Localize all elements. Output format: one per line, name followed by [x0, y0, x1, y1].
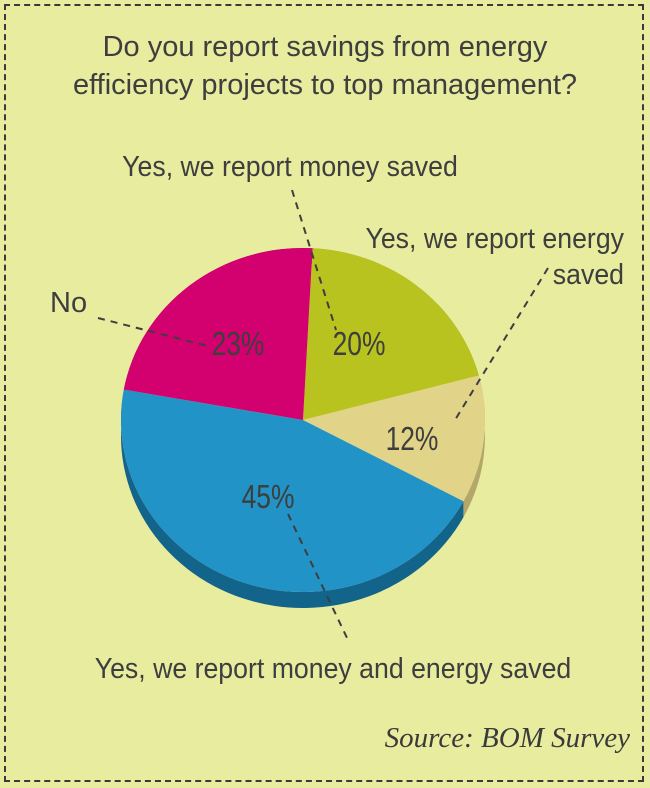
- pie-slice-money-saved: [303, 248, 479, 420]
- value-label-money-and-energy: 45%: [242, 479, 295, 515]
- leader-money-saved: [291, 189, 337, 331]
- slice-label-energy-saved-line-2: saved: [553, 258, 624, 290]
- slice-label-money-saved: Yes, we report money saved: [122, 150, 458, 182]
- value-label-no: 23%: [212, 326, 265, 362]
- pie-depth-energy-saved: [463, 375, 485, 518]
- slice-label-money-and-energy: Yes, we report money and energy saved: [95, 652, 572, 684]
- value-label-energy-saved: 12%: [386, 421, 439, 457]
- leader-money-and-energy: [287, 513, 349, 641]
- slice-label-no: No: [50, 287, 87, 319]
- chart-title-line-1: Do you report savings from energy: [102, 31, 548, 63]
- dashed-border: [4, 4, 644, 782]
- pie-slice-no: [123, 248, 313, 420]
- value-label-money-saved: 20%: [333, 326, 386, 362]
- chart-title-line-2: efficiency projects to top management?: [72, 69, 578, 101]
- pie-slice-energy-saved: [303, 375, 485, 502]
- slice-label-energy-saved-line-1: Yes, we report energy: [365, 222, 624, 254]
- chart-title: Do you report savings from energy effici…: [0, 28, 650, 104]
- pie-slice-money-and-energy: [121, 389, 464, 592]
- leader-energy-saved: [454, 267, 549, 421]
- source-note: Source: BOM Survey: [384, 722, 630, 754]
- leader-no: [97, 317, 209, 347]
